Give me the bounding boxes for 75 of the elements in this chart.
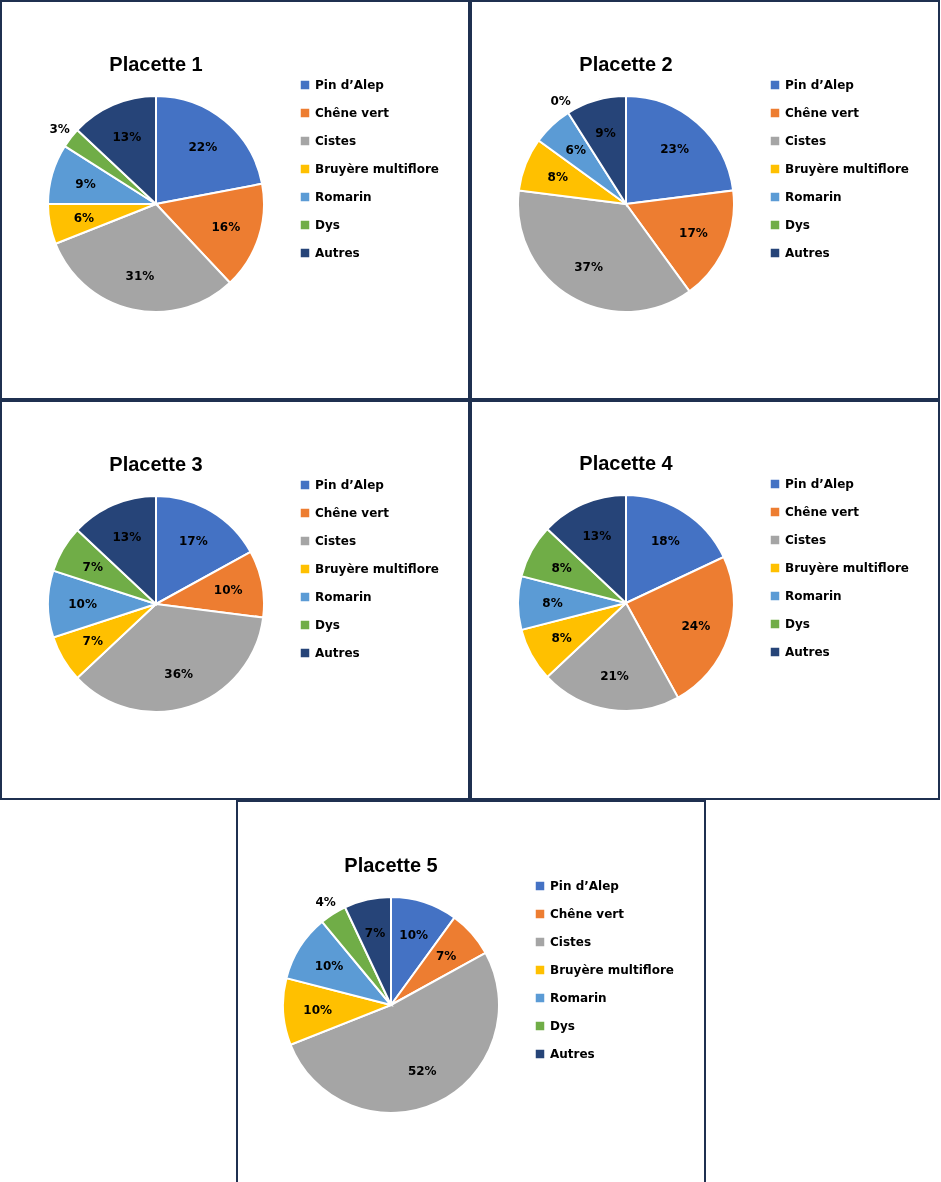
legend-label: Bruyère multiflore (314, 562, 439, 576)
legend-label: Dys (314, 618, 340, 632)
data-label: 7% (364, 925, 386, 940)
data-label: 10% (213, 583, 243, 598)
data-label: 10% (67, 597, 97, 611)
data-label: 37% (573, 260, 603, 275)
data-label: 8% (550, 631, 572, 646)
legend-label: Pin d’Alep (550, 878, 620, 893)
legend-label: Cistes (784, 533, 826, 547)
data-label: 21% (599, 668, 629, 683)
legend-label: Autres (550, 1046, 595, 1061)
data-label: 17% (678, 226, 708, 241)
legend-label: Autres (314, 646, 360, 660)
legend-label: Pin d’Alep (784, 78, 854, 92)
data-label: 22% (187, 139, 217, 154)
chart-title: Placette 4 (578, 452, 674, 474)
data-label: 6% (73, 210, 94, 225)
data-label: 9% (594, 126, 616, 141)
data-label: 7% (82, 634, 103, 649)
legend-label: Cistes (314, 133, 356, 148)
data-label: 13% (111, 529, 141, 544)
chart-title: Placette 5 (344, 853, 438, 876)
legend-label: Cistes (550, 934, 592, 949)
legend-label: Chêne vert (784, 505, 859, 519)
data-label: 3% (48, 121, 70, 136)
data-label: 18% (650, 533, 680, 548)
data-label: 7% (435, 948, 457, 963)
text: 0% (549, 93, 571, 108)
legend-label: Cistes (314, 534, 356, 548)
legend-label: Chêne vert (550, 906, 625, 921)
data-label: 8% (541, 596, 563, 610)
data-label: 10% (314, 958, 344, 973)
data-label: 13% (581, 528, 611, 543)
data-label: 24% (680, 618, 710, 633)
data-label: 23% (659, 141, 689, 156)
legend-label: Dys (550, 1018, 575, 1033)
legend-label: Romarin (314, 590, 372, 604)
chart-title: Placette 1 (108, 52, 203, 75)
legend-label: Chêne vert (784, 106, 859, 120)
legend-label: Chêne vert (314, 105, 389, 120)
chart-title: Placette 3 (108, 453, 203, 475)
legend-label: Autres (784, 246, 830, 260)
data-label: 10% (303, 1002, 333, 1017)
legend-label: Bruyère multiflore (784, 162, 909, 176)
data-label: 4% (315, 894, 336, 909)
data-label: 7% (82, 559, 103, 574)
legend-label: Romarin (784, 589, 842, 603)
legend-label: Cistes (784, 134, 826, 148)
legend-label: Romarin (784, 190, 842, 204)
chart-title: Placette 2 (578, 53, 673, 75)
data-label: 16% (210, 219, 240, 234)
legend-label: Autres (784, 645, 830, 659)
data-label: 8% (547, 169, 568, 184)
data-label: 36% (163, 666, 193, 681)
legend-label: Romarin (314, 189, 372, 204)
legend-label: Dys (784, 617, 810, 631)
legend-label: Bruyère multiflore (784, 561, 909, 575)
legend-label: Pin d’Alep (784, 477, 854, 491)
data-label: 52% (407, 1063, 437, 1078)
legend-label: Pin d’Alep (314, 77, 384, 92)
legend-label: Dys (314, 217, 340, 232)
data-label: 9% (74, 176, 96, 191)
legend-label: Bruyère multiflore (550, 962, 675, 977)
data-label: 10% (399, 927, 429, 942)
data-label: 17% (178, 533, 208, 548)
data-label: 8% (550, 560, 572, 575)
legend-label: Dys (784, 218, 810, 232)
data-label: 31% (125, 268, 154, 283)
legend-label: Romarin (550, 990, 607, 1005)
legend-label: Autres (314, 245, 360, 260)
data-label: 13% (111, 129, 141, 144)
legend-label: Bruyère multiflore (314, 161, 439, 176)
legend-label: Chêne vert (314, 506, 389, 520)
data-label: 6% (565, 143, 586, 158)
legend-label: Pin d’Alep (314, 478, 384, 492)
